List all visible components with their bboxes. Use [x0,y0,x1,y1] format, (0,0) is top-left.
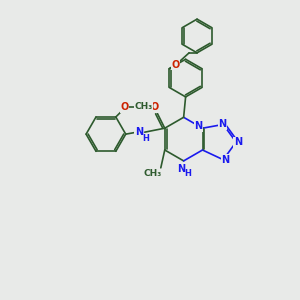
Text: N: N [218,119,226,129]
Text: O: O [171,60,179,70]
Text: O: O [121,102,129,112]
Text: N: N [194,121,202,131]
Text: CH₃: CH₃ [134,102,153,111]
Text: N: N [221,155,229,165]
Text: H: H [184,169,191,178]
Text: N: N [178,164,186,174]
Text: N: N [234,137,242,147]
Text: N: N [135,127,143,137]
Text: CH₃: CH₃ [144,169,162,178]
Text: O: O [151,102,159,112]
Text: H: H [142,134,149,142]
